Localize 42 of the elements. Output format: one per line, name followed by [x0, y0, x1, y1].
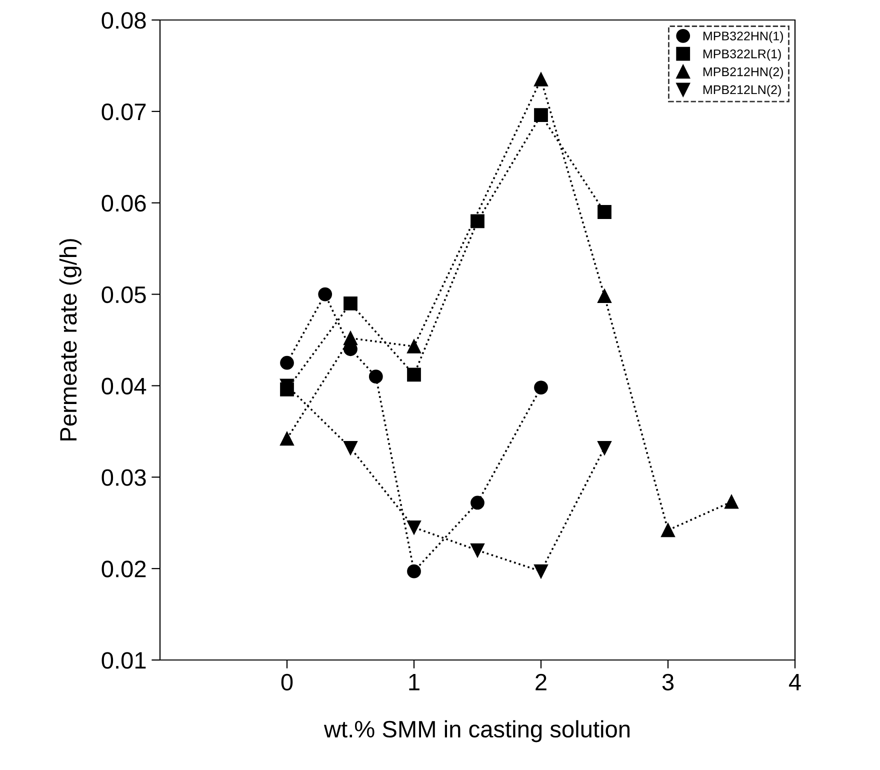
legend-label: MPB212HN(2): [704, 67, 783, 79]
point: [534, 72, 548, 86]
x-axis-title: wt.% SMM in casting solution: [324, 720, 630, 742]
y-tick-label: 0.05: [102, 286, 146, 304]
point: [598, 440, 612, 455]
point: [534, 380, 548, 394]
x-tick-label: 4: [788, 674, 801, 690]
point: [724, 494, 738, 509]
y-tick-label: 0.02: [102, 560, 146, 578]
y-tick-label: 0.06: [102, 194, 146, 212]
x-tick-label: 0: [281, 674, 293, 691]
point: [344, 331, 358, 346]
point: [368, 370, 383, 384]
point: [598, 205, 612, 219]
y-axis-title: Permeate rate (g/h): [59, 239, 82, 440]
point: [407, 520, 421, 534]
point: [470, 496, 484, 510]
point: [407, 339, 421, 354]
point: [470, 543, 484, 558]
y-tick-label: 0.04: [102, 378, 146, 394]
point: [470, 214, 484, 228]
y-tick-label: 0.03: [102, 469, 146, 486]
legend-label: MPB322HN(1): [704, 31, 783, 43]
y-tick-label: 0.08: [102, 12, 146, 29]
point: [318, 287, 332, 302]
legend-label: MPB212LN(2): [704, 84, 781, 97]
x-tick-label: 2: [536, 674, 546, 690]
point: [407, 368, 421, 382]
x-tick-label: 3: [662, 674, 674, 691]
point: [407, 564, 421, 578]
y-tick-label: 0.01: [102, 652, 146, 669]
point: [598, 289, 612, 304]
point: [534, 564, 548, 578]
point: [344, 440, 358, 455]
legend-label: MPB322LR(1): [704, 49, 781, 61]
point: [280, 432, 294, 446]
x-tick-label: 1: [409, 674, 420, 690]
point: [280, 356, 294, 370]
point: [534, 108, 548, 122]
point: [661, 523, 675, 538]
y-tick-label: 0.07: [102, 103, 146, 120]
point: [344, 296, 358, 310]
